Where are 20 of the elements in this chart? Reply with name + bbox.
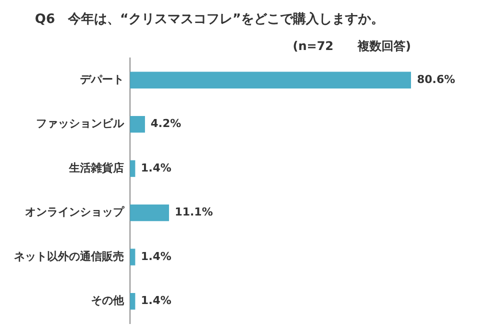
y-tick-label: オンラインショップ — [25, 206, 125, 219]
data-label: 11.1% — [174, 206, 213, 219]
y-tick-label: その他 — [91, 294, 125, 308]
data-label: 1.4% — [140, 161, 172, 174]
bar — [130, 204, 170, 222]
bar — [130, 292, 136, 310]
bar — [130, 248, 136, 266]
y-tick-label: ファッションビル — [36, 117, 125, 130]
y-tick-label: ネット以外の通信販売 — [14, 250, 124, 263]
bar — [130, 160, 136, 177]
data-label: 80.6% — [417, 72, 456, 86]
data-label: 1.4% — [140, 250, 172, 263]
chart-subtitle: (n=72 複数回答) — [292, 38, 411, 53]
y-tick-label: 生活雑貨店 — [68, 161, 124, 174]
bar — [130, 72, 411, 88]
bar — [130, 116, 145, 133]
data-label: 4.2% — [150, 117, 182, 130]
y-tick-label: デパート — [80, 72, 124, 86]
chart-title: Q6 今年は、“クリスマスコフレ”をどこで購入しますか。 — [34, 11, 384, 28]
data-label: 1.4% — [140, 294, 172, 308]
